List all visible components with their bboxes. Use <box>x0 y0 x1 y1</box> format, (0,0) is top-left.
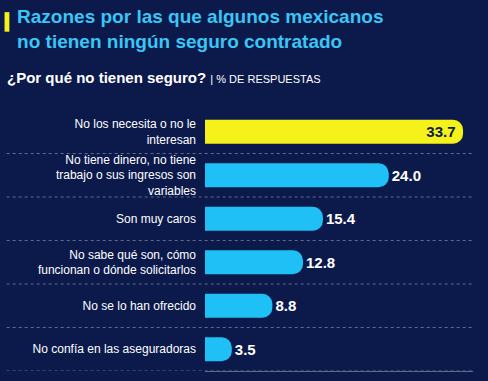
svg-text:12.8: 12.8 <box>306 254 335 271</box>
svg-text:8.8: 8.8 <box>275 297 296 314</box>
svg-text:No confía en las aseguradoras: No confía en las aseguradoras <box>33 342 196 356</box>
svg-text:15.4: 15.4 <box>326 210 356 227</box>
svg-text:3.5: 3.5 <box>235 341 256 358</box>
svg-text:Son muy caros: Son muy caros <box>116 212 196 226</box>
svg-text:No sabe qué son, cómofuncionan: No sabe qué son, cómofuncionan o dónde s… <box>38 248 196 278</box>
svg-text:¿Por qué no tienen seguro? | %: ¿Por qué no tienen seguro? | % DE RESPUE… <box>7 69 321 86</box>
svg-text:No los necesita o no leinteres: No los necesita o no leinteresan <box>75 117 197 147</box>
svg-text:No tiene dinero, no tienetraba: No tiene dinero, no tienetrabajo o sus i… <box>56 153 196 198</box>
svg-text:No se lo han ofrecido: No se lo han ofrecido <box>83 299 197 313</box>
svg-text:24.0: 24.0 <box>392 167 421 184</box>
svg-text:33.7: 33.7 <box>426 123 455 140</box>
svg-text:Razones por las que algunos me: Razones por las que algunos mexicanosno … <box>17 6 383 52</box>
